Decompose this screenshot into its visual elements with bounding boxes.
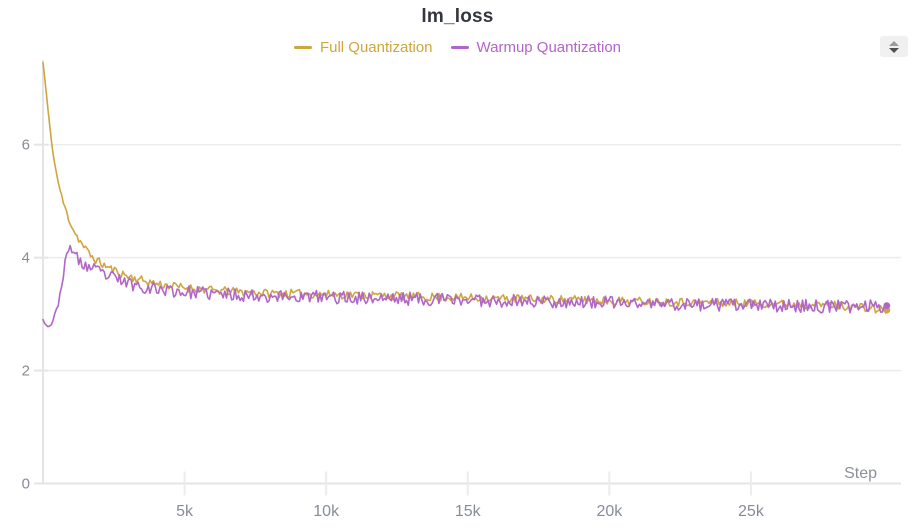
chart-title: lm_loss [421,6,494,27]
y-tick-label: 6 [22,137,30,154]
triangle-down-icon [889,47,899,53]
full-quantization-line [42,62,887,314]
x-tick-label: 5k [176,503,194,520]
legend-item-warmup-quantization[interactable]: Warmup Quantization [450,39,622,56]
legend: Full Quantization Warmup Quantization [0,39,915,56]
legend-label: Full Quantization [319,39,433,56]
x-axis-title: Step [844,465,877,482]
y-tick-label: 2 [22,363,30,380]
x-tick-label: 20k [596,503,623,520]
warmup-quantization-end-dot [883,302,891,310]
legend-dash-icon [293,46,312,49]
x-tick-label: 15k [455,503,482,520]
x-tick-label: 10k [313,503,340,520]
legend-label: Warmup Quantization [476,39,622,56]
legend-item-full-quantization[interactable]: Full Quantization [293,39,433,56]
y-tick-label: 0 [22,476,30,493]
warmup-quantization-line [42,244,887,328]
legend-dash-icon [450,46,469,49]
panel-resize-stepper[interactable] [880,36,908,57]
x-tick-label: 25k [738,503,765,520]
triangle-up-icon [889,40,899,46]
y-tick-label: 4 [22,250,30,267]
